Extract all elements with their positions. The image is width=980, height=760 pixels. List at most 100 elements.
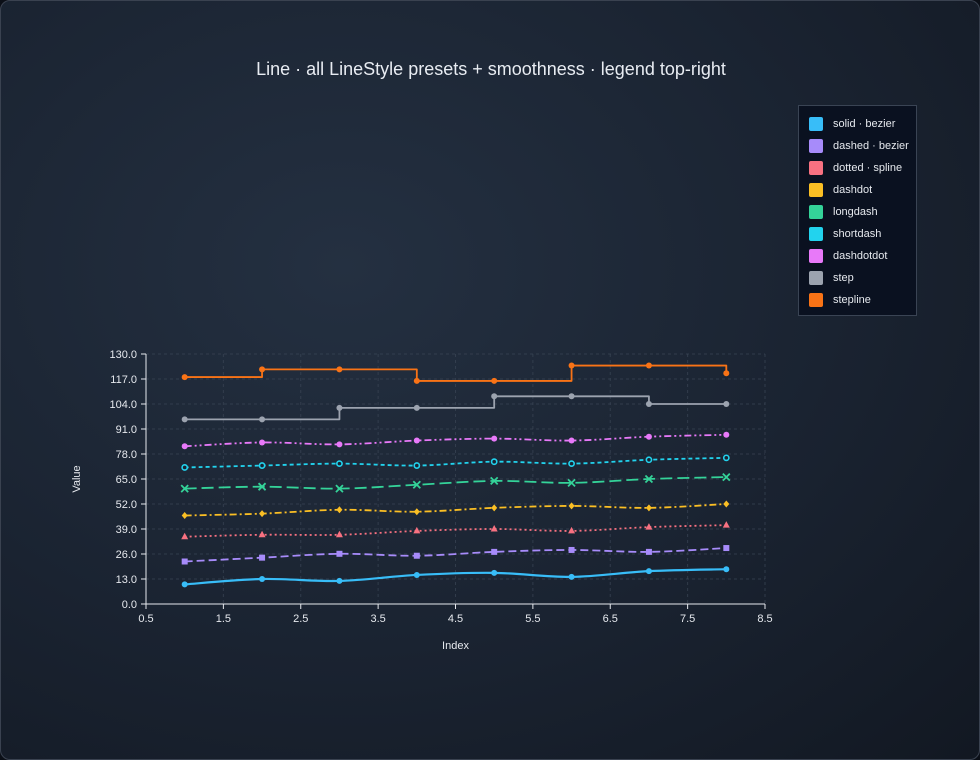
x-tick-label: 0.5 [138,613,153,625]
data-point-shortdash [413,462,421,469]
data-point-dashdot [723,500,730,508]
data-point-step [259,416,266,423]
data-point-stepline [568,362,575,369]
legend-item[interactable]: solid · bezier [809,116,895,132]
y-tick-label: 130.0 [109,349,137,361]
data-point-longdash [180,484,189,493]
data-point-shortdash [336,460,343,468]
data-point-dashed-bezier [491,548,498,555]
data-point-dashdotdot [723,431,730,438]
data-point-dashdot [181,512,188,520]
legend-item[interactable]: stepline [809,292,871,308]
data-point-longdash [490,476,499,486]
legend-label: solid · bezier [833,118,896,130]
data-point-dotted-spline [258,530,266,538]
legend-label: step [833,272,854,284]
data-point-stepline [259,366,266,373]
legend-item[interactable]: dashdot [809,182,872,198]
legend-item[interactable]: step [809,270,854,286]
data-point-stepline [413,377,420,384]
y-tick-label: 0.0 [122,599,137,611]
data-point-shortdash [645,456,653,464]
data-point-dashdotdot [336,441,343,448]
data-point-longdash [644,474,654,484]
legend-item[interactable]: shortdash [809,226,881,242]
legend-label: shortdash [833,228,882,240]
data-point-dashdotdot [568,437,575,444]
data-point-longdash [335,484,344,493]
data-point-dashed-bezier [723,545,730,552]
data-point-step [336,404,343,411]
x-tick-label: 3.5 [370,613,385,625]
legend-swatch [809,271,823,285]
legend-item[interactable]: dashed · bezier [809,138,909,154]
data-point-solid-bezier [723,566,730,573]
y-tick-label: 39.0 [116,524,137,536]
data-point-solid-bezier [336,577,343,584]
data-point-longdash [567,478,576,487]
data-point-step [413,404,420,411]
data-point-step [645,401,652,407]
data-point-dotted-spline [645,523,653,530]
data-point-dashdotdot [259,439,266,446]
data-point-dashdot [568,502,575,510]
data-point-solid-bezier [181,581,188,588]
data-point-dotted-spline [722,521,730,528]
data-point-step [568,393,575,400]
data-point-dashdot [413,508,420,516]
data-point-dashed-bezier [568,546,575,553]
data-point-shortdash [490,458,498,466]
data-point-stepline [336,366,343,373]
legend-swatch [809,205,823,219]
data-point-solid-bezier [491,569,498,576]
data-point-dashdotdot [181,443,188,450]
data-point-dashdot [259,510,266,518]
y-tick-label: 91.0 [116,424,137,436]
y-tick-label: 65.0 [116,474,137,486]
data-point-dashdotdot [645,433,652,440]
data-point-dashdotdot [413,437,420,444]
data-point-stepline [181,374,188,381]
data-point-stepline [723,370,730,377]
data-point-dotted-spline [490,525,498,532]
x-tick-label: 2.5 [293,613,308,625]
legend-label: longdash [833,206,878,218]
legend-swatch [809,249,823,263]
legend: solid · bezier dashed · bezier dotted · sp… [798,105,917,316]
series-line-dashed-bezier [184,547,727,563]
y-tick-label: 52.0 [116,499,137,511]
legend-label: dashed · bezier [833,140,909,152]
legend-label: dashdot [833,184,873,196]
legend-swatch [809,161,823,175]
data-point-dashed-bezier [181,558,188,565]
legend-swatch [809,183,823,197]
data-point-solid-bezier [568,573,575,580]
y-tick-label: 26.0 [116,549,137,561]
y-tick-label: 117.0 [110,374,137,386]
data-point-dashed-bezier [413,552,420,559]
data-point-longdash [722,472,731,482]
series-line-dotted-spline [184,524,727,538]
data-point-dashed-bezier [645,548,652,555]
chart-title: Line · all LineStyle presets + smoothnes… [256,59,726,79]
data-point-solid-bezier [413,571,420,578]
legend-item[interactable]: dashdotdot [809,248,887,264]
x-tick-label: 1.5 [216,613,231,625]
legend-item[interactable]: dotted · spline [809,160,902,176]
x-tick-label: 4.5 [448,613,463,625]
data-point-dashdot [491,504,498,512]
x-axis-title: Index [442,640,469,652]
legend-swatch [809,139,823,153]
data-point-dashdot [645,504,652,512]
data-point-dotted-spline [335,530,343,538]
data-point-stepline [491,377,498,384]
data-point-solid-bezier [645,568,652,575]
data-point-stepline [645,362,652,369]
data-point-solid-bezier [259,576,266,582]
data-point-step [181,416,188,423]
data-point-shortdash [181,464,189,471]
legend-item[interactable]: longdash [809,204,878,220]
data-point-dotted-spline [568,526,576,534]
y-tick-label: 104.0 [109,399,137,411]
data-point-dashed-bezier [336,550,343,557]
